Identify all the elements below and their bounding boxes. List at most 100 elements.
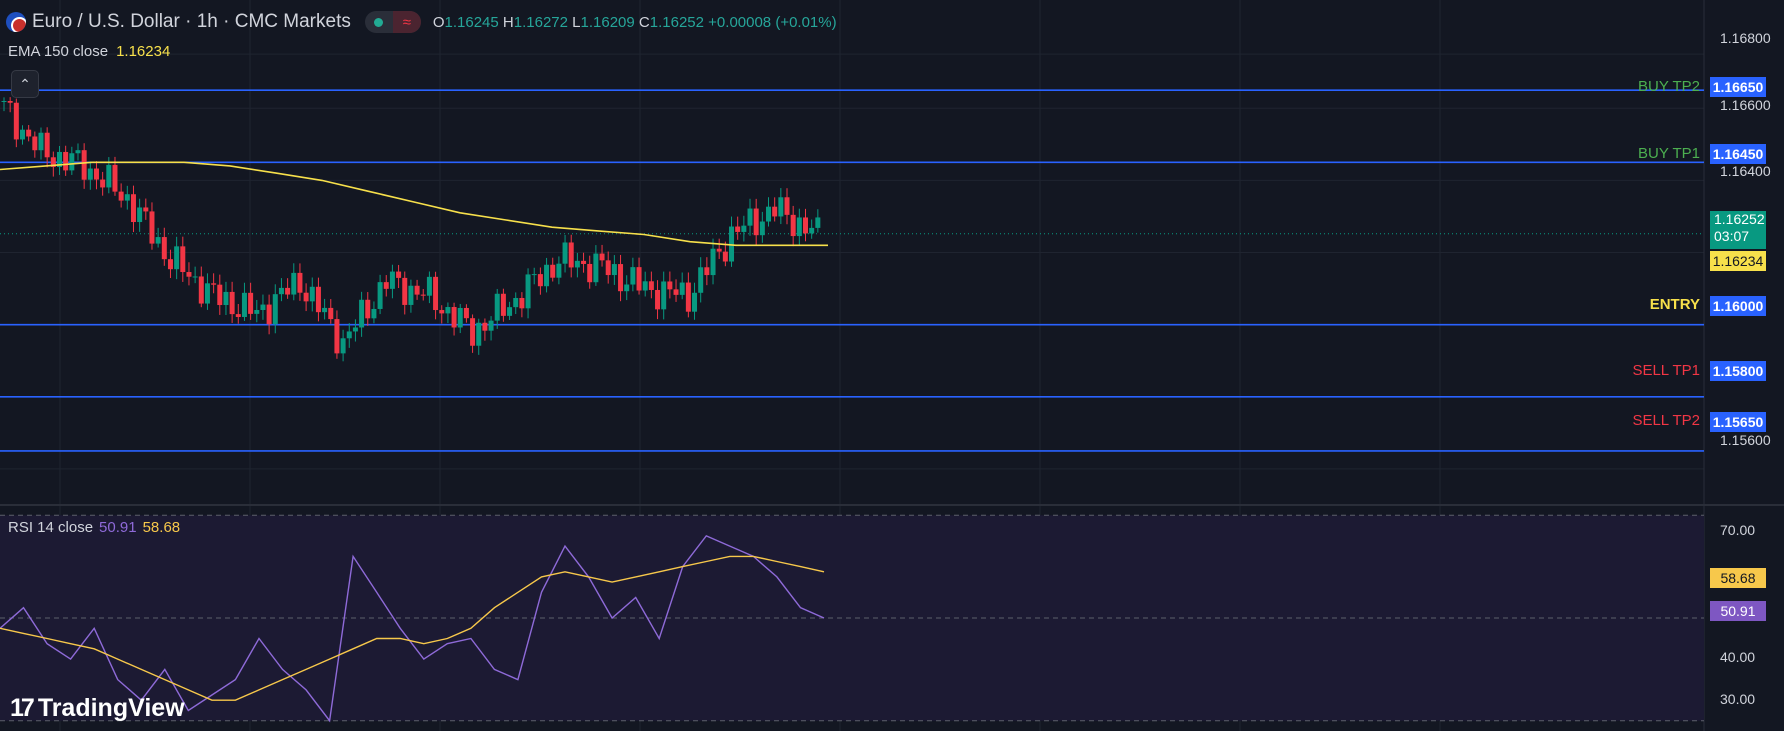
symbol-title[interactable]: Euro / U.S. Dollar · 1h · CMC Markets	[32, 11, 351, 32]
candle-body	[581, 260, 587, 264]
candle-body	[50, 157, 56, 167]
candle-body	[574, 260, 580, 268]
candle-body	[167, 259, 173, 270]
market-open-icon	[365, 11, 393, 33]
candle-body	[494, 293, 500, 321]
candle-body	[716, 248, 722, 252]
candle-body	[488, 320, 494, 331]
candle-body	[143, 207, 149, 212]
rsi-pane	[0, 514, 1704, 723]
candle-body	[149, 211, 155, 244]
candle-body	[482, 322, 488, 331]
rsi-axis-label: 30.00	[1720, 691, 1756, 707]
candle-body	[507, 307, 513, 316]
candle-body	[229, 291, 235, 315]
candle-body	[272, 294, 278, 325]
candle-body	[75, 150, 81, 154]
rsi-path	[0, 534, 825, 723]
candle-body	[13, 102, 19, 140]
eurusd-flag-icon	[6, 12, 26, 32]
candle-body	[414, 285, 420, 295]
market-status[interactable]: ≈	[364, 11, 421, 33]
ema-legend[interactable]: EMA 150 close 1.16234	[8, 43, 170, 60]
candle-body	[735, 226, 741, 232]
candle-body	[365, 299, 371, 319]
ema-line	[0, 161, 828, 247]
candle-body	[204, 283, 210, 304]
candle-body	[248, 292, 254, 314]
candle-body	[519, 297, 525, 309]
level-label-buy-tp1: BUY TP1	[1638, 145, 1700, 162]
candle-body	[371, 308, 377, 319]
bar-countdown: 03:07	[1714, 228, 1750, 244]
rsi-ma-tag: 58.68	[1710, 568, 1766, 588]
rsi-axis-label: 40.00	[1720, 649, 1756, 665]
candle-body	[544, 264, 550, 287]
level-label-sell-tp2: SELL TP2	[1632, 412, 1700, 429]
candle-body	[130, 194, 136, 223]
candle-body	[772, 206, 778, 217]
candle-body	[87, 168, 93, 180]
candle-body	[26, 129, 32, 137]
candle-body	[513, 297, 519, 308]
candle-body	[44, 132, 50, 158]
candle-body	[291, 272, 297, 295]
current-price-tag: 1.16252 03:07	[1710, 211, 1766, 249]
level-lines	[0, 89, 1704, 452]
candle-body	[266, 304, 272, 325]
candle-body	[106, 164, 112, 188]
candle-body	[778, 197, 784, 217]
candle-body	[198, 276, 204, 304]
candle-body	[476, 322, 482, 346]
candle-body	[174, 246, 180, 270]
candle-body	[241, 292, 247, 317]
candle-body	[340, 338, 346, 354]
candle-body	[352, 327, 358, 332]
candle-body	[396, 271, 402, 278]
candle-body	[223, 291, 229, 306]
candle-body	[334, 319, 340, 354]
candle-body	[624, 284, 630, 292]
candle-body	[636, 267, 642, 291]
candle-body	[593, 253, 599, 283]
candle-body	[328, 307, 334, 320]
candle-body	[457, 307, 463, 328]
rsi-legend[interactable]: RSI 14 close 50.91 58.68	[8, 519, 180, 536]
candle-body	[19, 129, 25, 140]
candle-body	[500, 293, 506, 316]
tradingview-logo-icon: 17	[10, 694, 35, 722]
candle-body	[69, 153, 75, 171]
level-price-sell-tp2: 1.15650	[1710, 412, 1766, 432]
level-label-sell-tp1: SELL TP1	[1632, 362, 1700, 379]
candle-body	[192, 276, 198, 278]
candle-body	[704, 267, 710, 276]
candle-body	[537, 274, 543, 287]
candle-body	[587, 263, 593, 283]
collapse-legend-button[interactable]: ⌃	[11, 70, 39, 98]
candle-body	[180, 246, 186, 273]
candle-body	[217, 284, 223, 306]
candle-body	[161, 237, 167, 260]
candle-body	[285, 287, 291, 295]
candle-body	[408, 285, 414, 305]
ohlc-readout: O1.16245 H1.16272 L1.16209 C1.16252 +0.0…	[432, 13, 837, 31]
candle-body	[420, 294, 426, 296]
price-axis-label: 1.15600	[1720, 432, 1771, 448]
candle-body	[235, 314, 241, 317]
candle-body	[402, 277, 408, 305]
candle-body	[796, 217, 802, 237]
chart-header: Euro / U.S. Dollar · 1h · CMC Markets ≈ …	[6, 9, 837, 35]
candle-body	[790, 214, 796, 237]
price-axis-label: 1.16800	[1720, 30, 1771, 46]
level-price-entry: 1.16000	[1710, 296, 1766, 316]
candle-body	[605, 260, 611, 276]
candle-body	[211, 283, 217, 285]
candle-body	[426, 276, 432, 296]
tradingview-logo[interactable]: 17 TradingView	[10, 694, 185, 723]
rsi-tag: 50.91	[1710, 601, 1766, 621]
candle-body	[433, 276, 439, 311]
level-label-entry: ENTRY	[1649, 296, 1700, 313]
candle-body	[661, 281, 667, 310]
candle-body	[550, 264, 556, 278]
